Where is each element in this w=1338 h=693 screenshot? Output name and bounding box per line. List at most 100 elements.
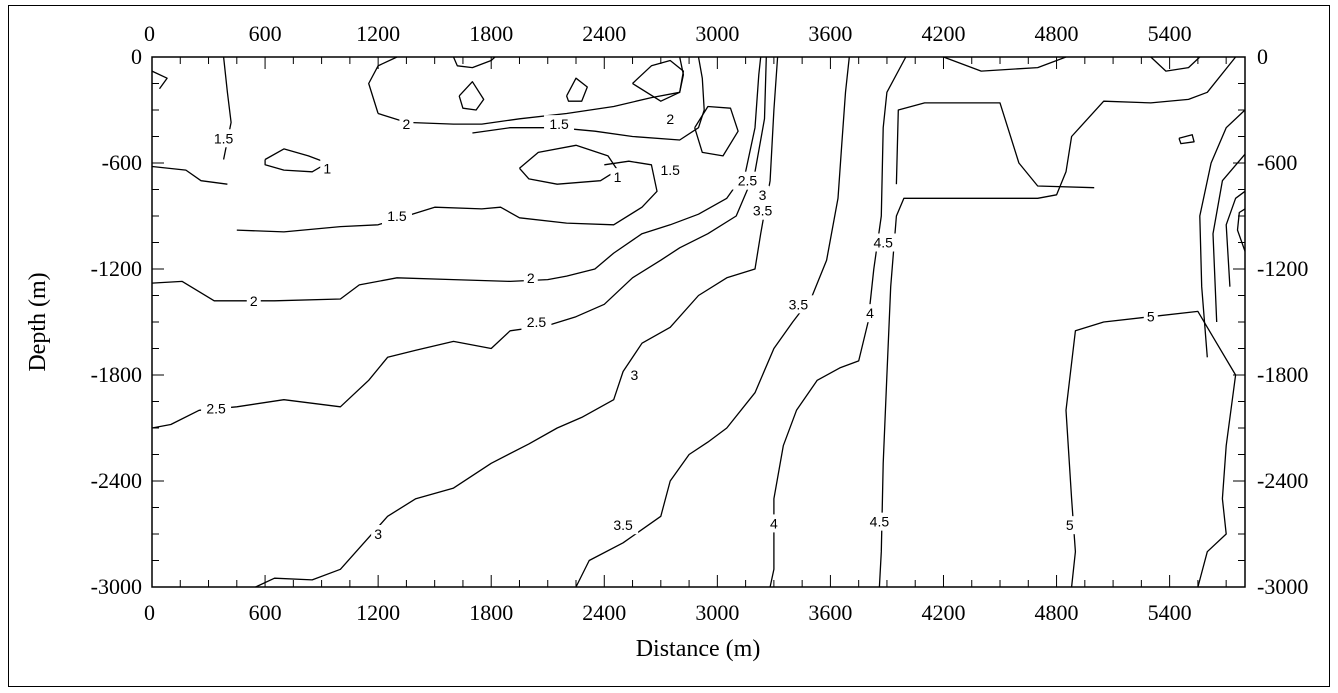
- x-tick-label-top: 4800: [1035, 21, 1079, 46]
- contour-line: [1199, 109, 1246, 358]
- y-tick-label-right: -2400: [1257, 468, 1308, 493]
- x-tick-label-top: 600: [249, 21, 282, 46]
- contour-label: 1.5: [549, 116, 569, 132]
- contour-label-bg: [201, 399, 232, 418]
- contour-label: 5: [1066, 517, 1074, 533]
- contour-line-2.5: [151, 56, 767, 429]
- contour-label: 1.5: [387, 208, 407, 224]
- contour-label-bg: [1062, 516, 1077, 535]
- x-tick-label-bottom: 5400: [1148, 600, 1192, 625]
- contour-label-bg: [627, 366, 642, 384]
- contour-label-bg: [663, 109, 678, 128]
- contour-label: 2.5: [738, 173, 758, 189]
- contour-label-bg: [399, 115, 414, 134]
- x-axis-title: Distance (m): [636, 636, 761, 662]
- contour-label: 3: [631, 367, 639, 383]
- contour-label-bg: [523, 268, 538, 287]
- y-tick-label-left: -1800: [91, 362, 142, 387]
- contour-line-4: [769, 56, 907, 588]
- contour-label: 5: [1147, 309, 1155, 325]
- contour-label: 4.5: [873, 235, 893, 251]
- y-tick-label-left: -3000: [91, 574, 142, 599]
- y-tick-label-left: 0: [131, 44, 142, 69]
- contour-line-4.5: [878, 56, 1237, 588]
- contour-label-bg: [521, 313, 552, 331]
- x-tick-label-bottom: 600: [249, 600, 282, 625]
- axis-ticks: [151, 56, 1245, 588]
- contour-line: [1150, 56, 1201, 72]
- y-tick-label-right: 0: [1257, 44, 1268, 69]
- contour-line-1: [264, 148, 328, 173]
- contour-line-2: [377, 56, 685, 125]
- contour-label: 4: [770, 515, 778, 531]
- contour-label: 3: [759, 187, 767, 203]
- y-tick-label-left: -1200: [91, 256, 142, 281]
- x-tick-label-bottom: 3000: [695, 600, 739, 625]
- contour-label: 2: [527, 270, 535, 286]
- y-tick-label-left: -600: [102, 150, 142, 175]
- contour-label-bg: [544, 115, 575, 134]
- contour-label: 1: [614, 169, 622, 185]
- contour-label-bg: [864, 512, 895, 531]
- x-tick-label-top: 3600: [808, 21, 852, 46]
- contour-label-bg: [655, 161, 686, 180]
- contour-label: 4.5: [870, 514, 890, 530]
- contour-line: [1212, 153, 1246, 323]
- contour-label-bg: [246, 291, 261, 310]
- contour-label-bg: [208, 129, 239, 148]
- x-tick-label-top: 3000: [695, 21, 739, 46]
- x-tick-label-top: 1800: [469, 21, 513, 46]
- contour-label: 2: [250, 293, 258, 309]
- contour-line: [1178, 134, 1195, 145]
- contour-line-5: [1065, 310, 1237, 588]
- x-tick-label-top: 5400: [1148, 21, 1192, 46]
- contour-label-bg: [766, 514, 781, 533]
- contour-label-bg: [732, 171, 763, 190]
- contour-label: 2.5: [206, 401, 226, 417]
- contour-line: [1236, 208, 1246, 252]
- contour-line-4.5: [895, 102, 1095, 189]
- contour-line: [151, 70, 168, 90]
- x-tick-label-bottom: 1800: [469, 600, 513, 625]
- y-tick-label-left: -2400: [91, 468, 142, 493]
- contour-label: 4: [866, 305, 874, 321]
- contour-line: [458, 81, 485, 111]
- contour-line: [1225, 190, 1246, 287]
- contour-label-bg: [747, 201, 778, 220]
- contour-line: [943, 56, 1067, 72]
- contour-label-bg: [320, 159, 335, 178]
- x-tick-label-bottom: 4800: [1035, 600, 1079, 625]
- contour-line-3.5: [575, 56, 850, 588]
- x-tick-label-bottom: 4200: [921, 600, 965, 625]
- contour-line-2: [368, 56, 398, 114]
- y-tick-label-right: -1200: [1257, 256, 1308, 281]
- y-tick-labels-left: 0 -600 -1200 -1800 -2400 -3000: [91, 44, 142, 599]
- contour-label: 2.5: [527, 314, 547, 330]
- contour-line: [452, 56, 496, 69]
- contour-label-bg: [755, 185, 770, 204]
- x-tick-label-top: 1200: [356, 21, 400, 46]
- y-tick-label-right: -600: [1257, 150, 1297, 175]
- plot-area: [151, 56, 1246, 588]
- contour-label-bg: [371, 525, 386, 543]
- x-tick-label-top: 4200: [921, 21, 965, 46]
- x-tick-label-bottom: 3600: [808, 600, 852, 625]
- y-tick-label-right: -3000: [1257, 574, 1308, 599]
- contour-label: 3.5: [613, 517, 633, 533]
- contour-label-bg: [381, 207, 412, 225]
- contour-label-bg: [1143, 307, 1158, 326]
- x-tick-label-top: 0: [144, 21, 155, 46]
- contour-label: 2: [666, 111, 674, 127]
- contour-label-bg: [868, 233, 899, 252]
- x-tick-label-top: 2400: [582, 21, 626, 46]
- contour-line: [632, 59, 685, 102]
- contour-line-1.5: [472, 56, 705, 141]
- x-tick-labels-bottom: 0 600 1200 1800 2400 3000 3600 4200 4800 5400: [144, 600, 1192, 625]
- contour-label: 2: [403, 116, 411, 132]
- contour-label-bg: [862, 304, 877, 323]
- contour-lines: [151, 56, 1246, 588]
- contour-labels: 111.51.51.51.52 2222.52.52.53333.53.53.54…: [201, 109, 1158, 543]
- contour-label: 3.5: [753, 203, 773, 219]
- contour-label: 1: [323, 160, 331, 176]
